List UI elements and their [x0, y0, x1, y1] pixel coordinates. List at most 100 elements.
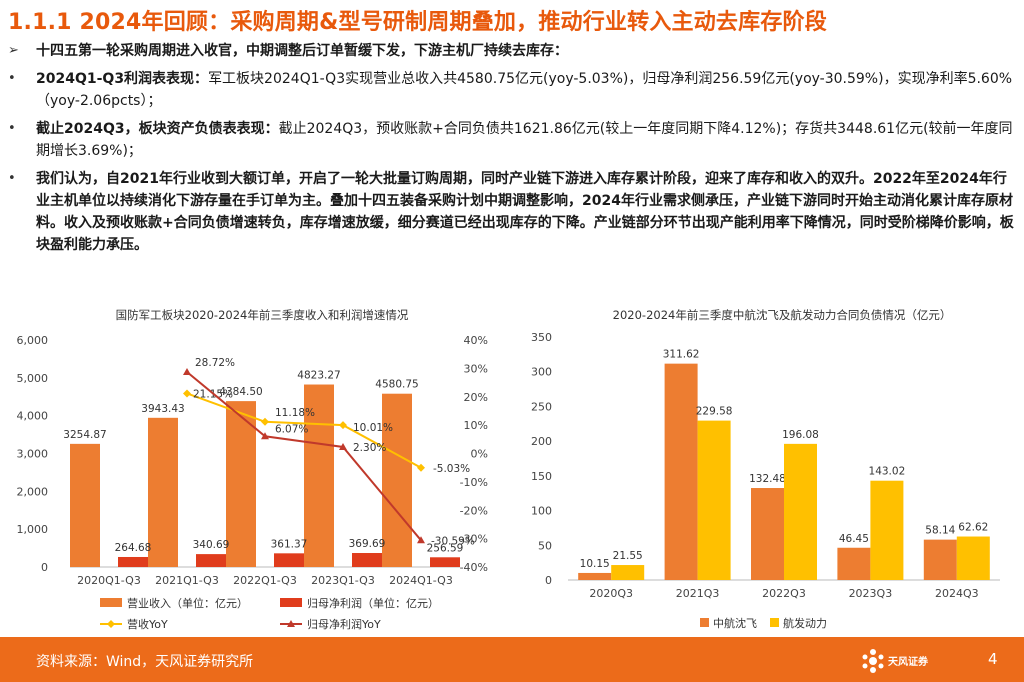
bullet-item: • 2024Q1-Q3利润表表现：军工板块2024Q1-Q3实现营业总收入共45… — [8, 68, 1018, 112]
bar-value-label: 369.69 — [349, 538, 386, 550]
line-point — [261, 432, 269, 440]
page-number: 4 — [988, 650, 998, 668]
y2-tick-label: 0% — [471, 448, 488, 461]
legend-swatch — [700, 618, 709, 627]
line-value-label: 28.72% — [195, 357, 235, 369]
bar-value-label: 10.15 — [580, 558, 610, 570]
line-point — [183, 368, 191, 376]
company-logo: 天风证券 — [862, 649, 929, 673]
line-value-label: 6.07% — [275, 423, 308, 435]
y-tick-label: 1,000 — [17, 523, 49, 536]
y2-tick-label: 10% — [464, 419, 488, 432]
bar-value-label: 46.45 — [839, 533, 869, 545]
line-value-label: -5.03% — [433, 463, 470, 475]
chart1-title: 国防军工板块2020-2024年前三季度收入和利润增速情况 — [116, 308, 409, 322]
y-tick-label: 100 — [531, 505, 552, 518]
bar — [352, 553, 382, 567]
legend-label: 中航沈飞 — [713, 616, 757, 630]
bar-value-label: 4384.50 — [219, 386, 262, 398]
y-tick-label: 200 — [531, 435, 552, 448]
y-tick-label: 250 — [531, 400, 552, 413]
x-tick-label: 2020Q3 — [589, 587, 633, 600]
legend-swatch — [770, 618, 779, 627]
line-point — [339, 442, 347, 450]
legend-swatch — [280, 598, 302, 607]
y2-tick-label: -30% — [460, 533, 488, 546]
legend-label: 营业收入（单位：亿元） — [127, 596, 248, 610]
bullet-heading: 十四五第一轮采购周期进入收官，中期调整后订单暂缓下发，下游主机厂持续去库存： — [36, 43, 568, 59]
bullet-marker: • — [8, 171, 16, 186]
bar — [611, 565, 645, 580]
bar — [118, 556, 148, 567]
y-tick-label: 0 — [41, 561, 48, 574]
y-tick-label: 4,000 — [17, 410, 49, 423]
bar-value-label: 196.08 — [782, 429, 819, 441]
legend-label: 营收YoY — [127, 617, 168, 631]
bullet-marker: • — [8, 71, 16, 86]
bar — [784, 443, 817, 580]
bar-value-label: 62.62 — [958, 522, 988, 534]
x-tick-label: 2024Q3 — [935, 587, 979, 600]
bar — [304, 384, 334, 567]
bar-value-label: 132.48 — [749, 473, 786, 485]
bar — [226, 401, 256, 567]
bar — [196, 554, 226, 567]
x-tick-label: 2024Q1-Q3 — [389, 574, 453, 587]
logo-text: 天风证券 — [888, 655, 929, 668]
y-tick-label: 300 — [531, 366, 552, 379]
line-value-label: 2.30% — [353, 442, 386, 454]
line-value-label: 11.18% — [275, 407, 315, 419]
bar — [956, 536, 990, 580]
bar-value-label: 4580.75 — [375, 379, 418, 391]
legend-swatch — [100, 598, 122, 607]
bullet-text: 截止2024Q3，预收账款+合同负债共1621.86亿元(较上一年度同期下降4.… — [36, 121, 1013, 159]
bar — [837, 547, 871, 580]
bar — [430, 557, 460, 567]
bar — [274, 553, 304, 567]
y2-tick-label: -10% — [460, 476, 488, 489]
y-tick-label: 5,000 — [17, 372, 49, 385]
bullet-item: • 我们认为，自2021年行业收到大额订单，开启了一轮大批量订购周期，同时产业链… — [8, 168, 1018, 256]
legend-marker — [287, 620, 295, 627]
line-value-label: -30.59% — [431, 535, 475, 547]
bar-value-label: 4823.27 — [297, 370, 340, 382]
bullet-heading: 我们认为，自2021年行业收到大额订单，开启了一轮大批量订购周期，同时产业链下游… — [36, 171, 1014, 253]
bar — [751, 488, 784, 580]
bar-value-label: 264.68 — [115, 542, 152, 554]
bar-value-label: 143.02 — [869, 466, 906, 478]
line-point — [183, 389, 191, 398]
bullet-marker: ➢ — [8, 43, 19, 58]
x-tick-label: 2021Q1-Q3 — [155, 574, 219, 587]
bar — [578, 572, 612, 580]
x-tick-label: 2021Q3 — [676, 587, 720, 600]
y2-tick-label: -40% — [460, 561, 488, 574]
page-title: 1.1.1 2024年回顾：采购周期&型号研制周期叠加，推动行业转入主动去库存阶… — [8, 10, 827, 35]
bar — [664, 363, 698, 580]
y-tick-label: 350 — [531, 331, 552, 344]
y-tick-label: 6,000 — [17, 334, 49, 347]
x-tick-label: 2022Q1-Q3 — [233, 574, 297, 587]
y2-tick-label: -20% — [460, 504, 488, 517]
contract-liability-chart: 2020-2024年前三季度中航沈飞及航发动力合同负债情况（亿元） 0 50 100… — [531, 308, 1000, 630]
bar-value-label: 3254.87 — [63, 429, 106, 441]
y-tick-label: 50 — [538, 539, 552, 552]
y2-tick-label: 40% — [464, 334, 488, 347]
bullet-text: 军工板块2024Q1-Q3实现营业总收入共4580.75亿元(yoy-5.03%… — [36, 71, 1013, 109]
bullet-heading: 2024Q1-Q3利润表表现： — [36, 71, 209, 87]
series-line — [186, 392, 422, 469]
bar-value-label: 21.55 — [613, 550, 643, 562]
bar — [923, 539, 957, 580]
legend-label: 归母净利润（单位：亿元） — [307, 596, 439, 610]
legend-label: 归母净利润YoY — [307, 617, 381, 631]
line-value-label: 10.01% — [353, 422, 393, 434]
y2-tick-label: 20% — [464, 391, 488, 404]
revenue-profit-chart: 国防军工板块2020-2024年前三季度收入和利润增速情况 0 1,000 2,00… — [17, 308, 489, 631]
bar — [148, 417, 178, 567]
series-line — [186, 371, 422, 541]
source-note: 资料来源：Wind，天风证券研究所 — [36, 654, 254, 670]
bar — [870, 480, 904, 580]
bar — [70, 443, 100, 567]
line-point — [261, 417, 269, 426]
bullet-list: ➢ 十四五第一轮采购周期进入收官，中期调整后订单暂缓下发，下游主机厂持续去库存：… — [8, 40, 1018, 262]
x-tick-label: 2023Q3 — [849, 587, 893, 600]
